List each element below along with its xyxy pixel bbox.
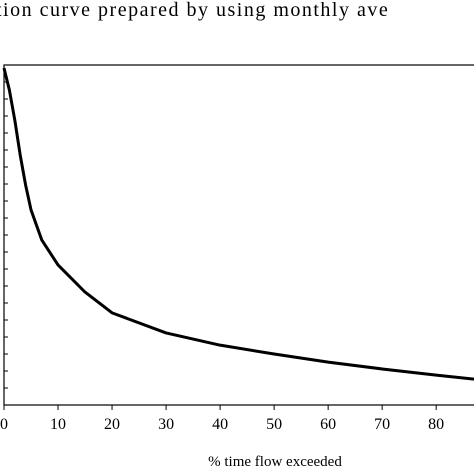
plot-frame bbox=[3, 64, 474, 406]
x-tick-label: 60 bbox=[320, 416, 336, 433]
x-tick-label: 10 bbox=[50, 416, 66, 433]
x-tick-label: 70 bbox=[374, 416, 390, 433]
line-series bbox=[2, 67, 474, 381]
x-tick-label: 80 bbox=[428, 416, 444, 433]
x-tick-label: 20 bbox=[104, 416, 120, 433]
x-tick-label: 30 bbox=[158, 416, 174, 433]
x-axis-label: % time flow exceeded bbox=[208, 454, 342, 470]
x-tick-label: 50 bbox=[266, 416, 282, 433]
x-tick-label: 0 bbox=[0, 416, 8, 433]
caption: tion curve prepared by using monthly ave bbox=[0, 0, 389, 21]
x-tick-label: 40 bbox=[212, 416, 228, 433]
